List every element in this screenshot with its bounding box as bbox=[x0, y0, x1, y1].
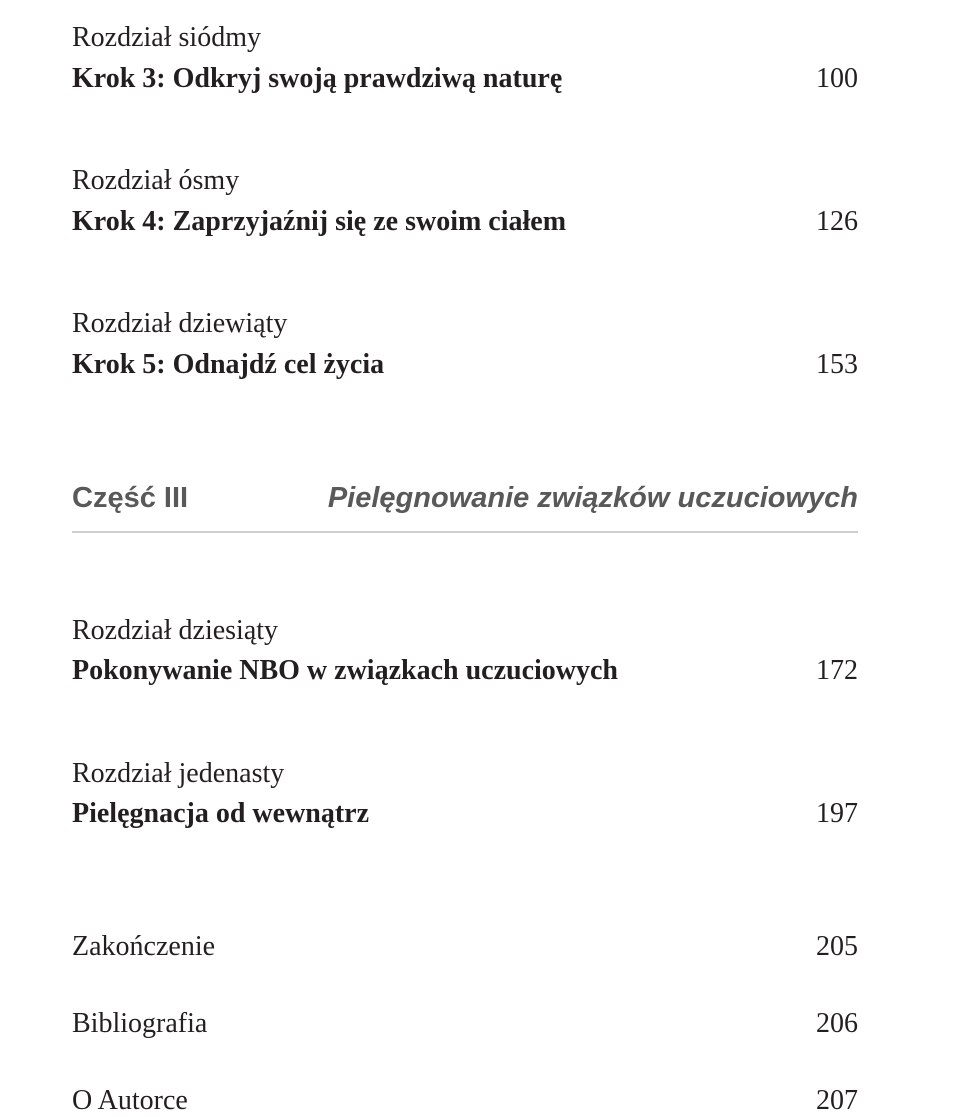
chapter-title: Pielęgnacja od wewnątrz bbox=[72, 794, 369, 835]
backmatter-page-number: 206 bbox=[816, 1008, 858, 1040]
chapter-title-row: Krok 3: Odkryj swoją prawdziwą naturę 10… bbox=[72, 59, 858, 100]
backmatter-page-number: 205 bbox=[816, 931, 858, 963]
chapter-page-number: 172 bbox=[816, 655, 858, 687]
chapter-title-row: Krok 5: Odnajdź cel życia 153 bbox=[72, 345, 858, 386]
chapter-page-number: 126 bbox=[816, 206, 858, 238]
backmatter-entry: Bibliografia 206 bbox=[72, 1008, 858, 1040]
toc-page: Rozdział siódmy Krok 3: Odkryj swoją pra… bbox=[0, 0, 960, 1082]
chapter-label: Rozdział dziesiąty bbox=[72, 611, 858, 652]
chapter-label: Rozdział siódmy bbox=[72, 18, 858, 59]
chapter-page-number: 153 bbox=[816, 349, 858, 381]
backmatter-label: Zakończenie bbox=[72, 931, 215, 963]
chapter-page-number: 197 bbox=[816, 798, 858, 830]
toc-entry: Rozdział ósmy Krok 4: Zaprzyjaźnij się z… bbox=[72, 161, 858, 242]
chapter-title-row: Pielęgnacja od wewnątrz 197 bbox=[72, 794, 858, 835]
toc-entry: Rozdział dziewiąty Krok 5: Odnajdź cel ż… bbox=[72, 304, 858, 385]
chapter-label: Rozdział ósmy bbox=[72, 161, 858, 202]
backmatter-page-number: 207 bbox=[816, 1085, 858, 1117]
chapter-title: Krok 3: Odkryj swoją prawdziwą naturę bbox=[72, 59, 562, 100]
chapter-label: Rozdział jedenasty bbox=[72, 754, 858, 795]
chapter-title: Pokonywanie NBO w związkach uczuciowych bbox=[72, 651, 618, 692]
backmatter-label: Bibliografia bbox=[72, 1008, 207, 1040]
toc-entry: Rozdział siódmy Krok 3: Odkryj swoją pra… bbox=[72, 18, 858, 99]
toc-entry: Rozdział jedenasty Pielęgnacja od wewnąt… bbox=[72, 754, 858, 835]
part-label: Część III bbox=[72, 482, 188, 515]
part-title: Pielęgnowanie związków uczuciowych bbox=[328, 482, 858, 515]
chapter-title: Krok 4: Zaprzyjaźnij się ze swoim ciałem bbox=[72, 202, 566, 243]
toc-entry: Rozdział dziesiąty Pokonywanie NBO w zwi… bbox=[72, 611, 858, 692]
part-heading: Część III Pielęgnowanie związków uczucio… bbox=[72, 482, 858, 533]
backmatter-entry: Zakończenie 205 bbox=[72, 931, 858, 963]
backmatter-label: O Autorce bbox=[72, 1085, 188, 1117]
chapter-title-row: Krok 4: Zaprzyjaźnij się ze swoim ciałem… bbox=[72, 202, 858, 243]
backmatter-entry: O Autorce 207 bbox=[72, 1085, 858, 1117]
chapter-page-number: 100 bbox=[816, 63, 858, 95]
chapter-label: Rozdział dziewiąty bbox=[72, 304, 858, 345]
chapter-title-row: Pokonywanie NBO w związkach uczuciowych … bbox=[72, 651, 858, 692]
chapter-title: Krok 5: Odnajdź cel życia bbox=[72, 345, 384, 386]
